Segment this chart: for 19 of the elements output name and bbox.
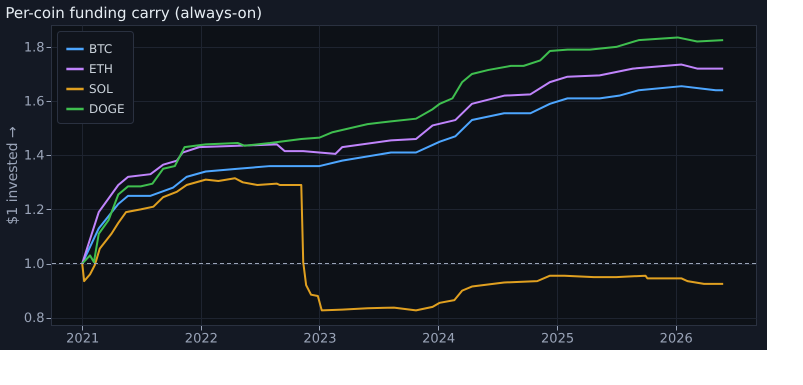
x-tick-label: 2022 [184, 332, 218, 346]
legend-label: ETH [89, 62, 113, 76]
line-series [81, 177, 724, 312]
y-tick-label: 1.2 [24, 202, 44, 218]
y-axis-title: $1 invested → [4, 126, 21, 225]
legend-label: BTC [89, 42, 112, 56]
x-tick-label: 2025 [541, 332, 574, 346]
x-tick-label: 2026 [660, 332, 693, 346]
x-tick-label: 2024 [422, 332, 456, 346]
legend-label: DOGE [89, 102, 125, 116]
chart-title: Per-coin funding carry (always-on) [5, 4, 262, 22]
y-tick-label: 1.6 [24, 94, 44, 110]
y-tick-label: 1.8 [24, 40, 44, 56]
x-tick-label: 2023 [303, 332, 337, 346]
x-tick-label: 2021 [66, 332, 100, 346]
y-tick-label: 0.8 [24, 311, 44, 326]
legend-label: SOL [89, 82, 114, 96]
y-tick-label: 1.0 [24, 257, 44, 272]
y-tick-label: 1.4 [24, 148, 44, 164]
